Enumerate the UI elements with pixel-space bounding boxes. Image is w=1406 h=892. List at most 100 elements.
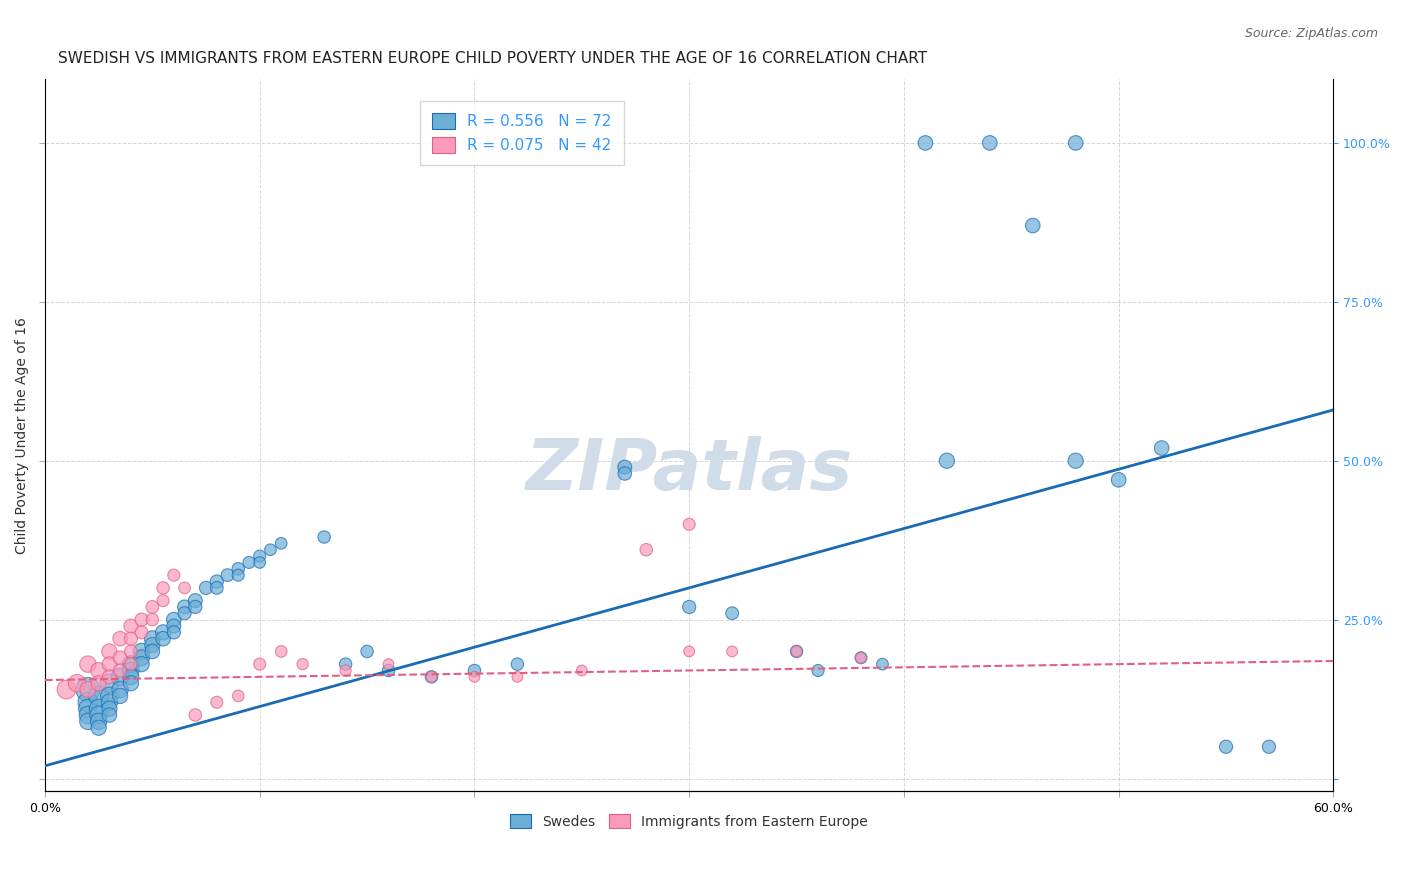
Point xyxy=(141,632,163,646)
Point xyxy=(141,613,163,627)
Point xyxy=(87,714,110,729)
Point xyxy=(77,714,100,729)
Point xyxy=(807,664,830,678)
Point xyxy=(678,599,700,614)
Point xyxy=(184,708,207,723)
Point xyxy=(98,670,121,684)
Point xyxy=(131,657,153,672)
Point xyxy=(721,644,744,658)
Point xyxy=(184,593,207,607)
Point xyxy=(420,670,443,684)
Point xyxy=(108,650,131,665)
Point xyxy=(120,644,142,658)
Point xyxy=(77,682,100,697)
Y-axis label: Child Poverty Under the Age of 16: Child Poverty Under the Age of 16 xyxy=(15,317,30,554)
Point xyxy=(108,682,131,697)
Point xyxy=(98,676,121,690)
Point xyxy=(98,644,121,658)
Point xyxy=(141,638,163,652)
Point xyxy=(66,676,89,690)
Point xyxy=(849,650,872,665)
Point xyxy=(131,644,153,658)
Point xyxy=(678,644,700,658)
Point xyxy=(1064,136,1087,150)
Point xyxy=(249,549,271,563)
Point xyxy=(98,701,121,715)
Point xyxy=(120,632,142,646)
Point xyxy=(226,568,249,582)
Point xyxy=(1215,739,1237,754)
Point xyxy=(184,599,207,614)
Point xyxy=(87,701,110,715)
Point xyxy=(77,682,100,697)
Text: SWEDISH VS IMMIGRANTS FROM EASTERN EUROPE CHILD POVERTY UNDER THE AGE OF 16 CORR: SWEDISH VS IMMIGRANTS FROM EASTERN EUROP… xyxy=(58,51,927,66)
Point xyxy=(120,657,142,672)
Point xyxy=(87,664,110,678)
Point xyxy=(120,657,142,672)
Point xyxy=(77,708,100,723)
Point xyxy=(163,568,186,582)
Point xyxy=(141,599,163,614)
Point xyxy=(1150,441,1173,455)
Point xyxy=(786,644,808,658)
Point xyxy=(87,689,110,703)
Point xyxy=(98,689,121,703)
Point xyxy=(914,136,936,150)
Point xyxy=(1064,454,1087,468)
Point xyxy=(420,670,443,684)
Point xyxy=(120,670,142,684)
Point xyxy=(356,644,378,658)
Point xyxy=(87,721,110,735)
Point xyxy=(195,581,218,595)
Legend: Swedes, Immigrants from Eastern Europe: Swedes, Immigrants from Eastern Europe xyxy=(505,808,873,834)
Point xyxy=(55,682,77,697)
Point xyxy=(152,581,174,595)
Point xyxy=(979,136,1001,150)
Point xyxy=(571,664,593,678)
Point xyxy=(506,657,529,672)
Point xyxy=(98,708,121,723)
Point xyxy=(613,467,636,481)
Point xyxy=(131,650,153,665)
Point xyxy=(463,670,485,684)
Point xyxy=(98,695,121,709)
Point xyxy=(217,568,239,582)
Point xyxy=(1022,219,1045,233)
Point xyxy=(120,664,142,678)
Point xyxy=(613,460,636,475)
Point xyxy=(463,664,485,678)
Point xyxy=(152,593,174,607)
Point xyxy=(108,670,131,684)
Point xyxy=(721,607,744,621)
Point xyxy=(314,530,336,544)
Point xyxy=(108,632,131,646)
Point xyxy=(173,599,195,614)
Point xyxy=(872,657,894,672)
Point xyxy=(377,664,399,678)
Point xyxy=(108,664,131,678)
Point xyxy=(87,708,110,723)
Point xyxy=(120,676,142,690)
Point xyxy=(141,644,163,658)
Point xyxy=(163,625,186,640)
Point xyxy=(163,613,186,627)
Point xyxy=(77,701,100,715)
Point xyxy=(131,625,153,640)
Point xyxy=(238,556,260,570)
Point xyxy=(163,619,186,633)
Point xyxy=(87,676,110,690)
Point xyxy=(849,650,872,665)
Point xyxy=(249,657,271,672)
Point xyxy=(152,632,174,646)
Point xyxy=(205,695,228,709)
Text: ZIPatlas: ZIPatlas xyxy=(526,436,853,506)
Point xyxy=(377,657,399,672)
Point xyxy=(108,689,131,703)
Point xyxy=(291,657,314,672)
Point xyxy=(131,613,153,627)
Point xyxy=(935,454,957,468)
Point xyxy=(786,644,808,658)
Point xyxy=(678,517,700,532)
Point xyxy=(173,581,195,595)
Point xyxy=(1108,473,1130,487)
